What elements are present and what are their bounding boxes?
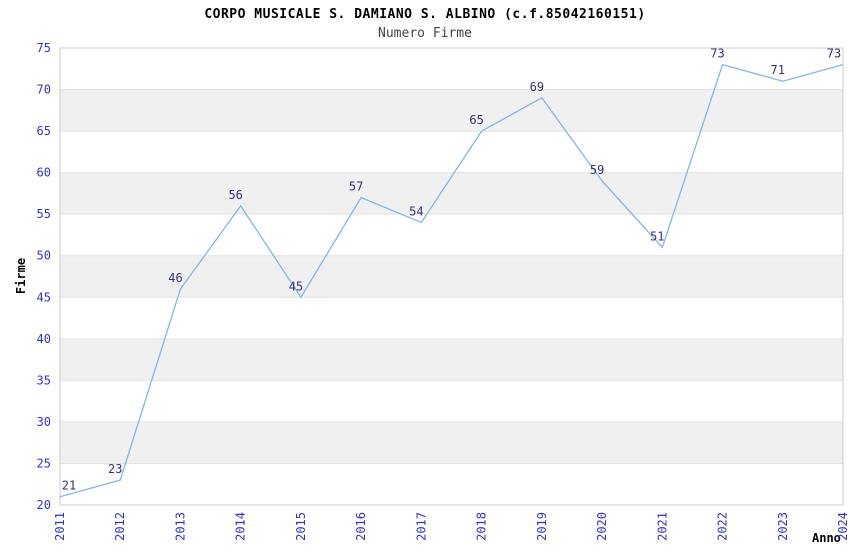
chart-title: CORPO MUSICALE S. DAMIANO S. ALBINO (c.f…	[204, 7, 646, 22]
x-tick-label: 2017	[414, 512, 428, 541]
y-tick-label: 25	[37, 456, 51, 470]
y-tick-label: 40	[37, 332, 51, 346]
x-tick-label: 2023	[776, 512, 790, 541]
data-label: 21	[62, 479, 76, 493]
x-tick-label: 2013	[173, 512, 187, 541]
y-tick-label: 45	[37, 290, 51, 304]
data-label: 73	[827, 47, 841, 61]
y-tick-label: 50	[37, 249, 51, 263]
plot-band	[60, 48, 843, 90]
plot-band	[60, 255, 843, 298]
plot-band	[60, 172, 843, 215]
x-tick-label: 2024	[836, 512, 850, 541]
x-tick-label: 2021	[655, 512, 669, 541]
data-label: 45	[289, 279, 303, 293]
plot-band	[60, 131, 843, 173]
data-label: 56	[228, 188, 242, 202]
data-label: 59	[590, 163, 604, 177]
x-tick-label: 2012	[113, 512, 127, 541]
y-tick-label: 60	[37, 166, 51, 180]
x-tick-label: 2011	[53, 512, 67, 541]
data-label: 69	[530, 80, 544, 94]
plot-band	[60, 380, 843, 422]
x-tick-label: 2022	[716, 512, 730, 541]
y-tick-label: 70	[37, 83, 51, 97]
y-tick-label: 35	[37, 373, 51, 387]
data-label: 57	[349, 180, 363, 194]
data-label: 51	[650, 229, 664, 243]
series-line	[59, 63, 844, 498]
plot-band	[60, 214, 843, 256]
y-tick-label: 55	[37, 207, 51, 221]
x-tick-label: 2020	[595, 512, 609, 541]
data-label: 46	[168, 271, 182, 285]
data-label: 71	[771, 63, 785, 77]
chart-subtitle: Numero Firme	[378, 26, 472, 41]
x-axis-title: Anno	[812, 531, 841, 545]
data-label: 73	[710, 47, 724, 61]
plot-band	[60, 463, 843, 505]
x-tick-label: 2014	[234, 512, 248, 541]
plot-band	[60, 338, 843, 381]
plot-band	[60, 421, 843, 464]
x-tick-label: 2019	[535, 512, 549, 541]
plot-band	[60, 297, 843, 339]
x-tick-label: 2018	[475, 512, 489, 541]
plot-band	[60, 89, 843, 132]
y-tick-label: 30	[37, 415, 51, 429]
x-tick-label: 2016	[354, 512, 368, 541]
x-tick-label: 2015	[294, 512, 308, 541]
data-label: 65	[469, 113, 483, 127]
y-tick-label: 65	[37, 124, 51, 138]
y-tick-label: 20	[37, 498, 51, 512]
y-tick-label: 75	[37, 41, 51, 55]
data-label: 54	[409, 204, 423, 218]
plot-border	[59, 47, 844, 506]
data-label: 23	[108, 462, 122, 476]
